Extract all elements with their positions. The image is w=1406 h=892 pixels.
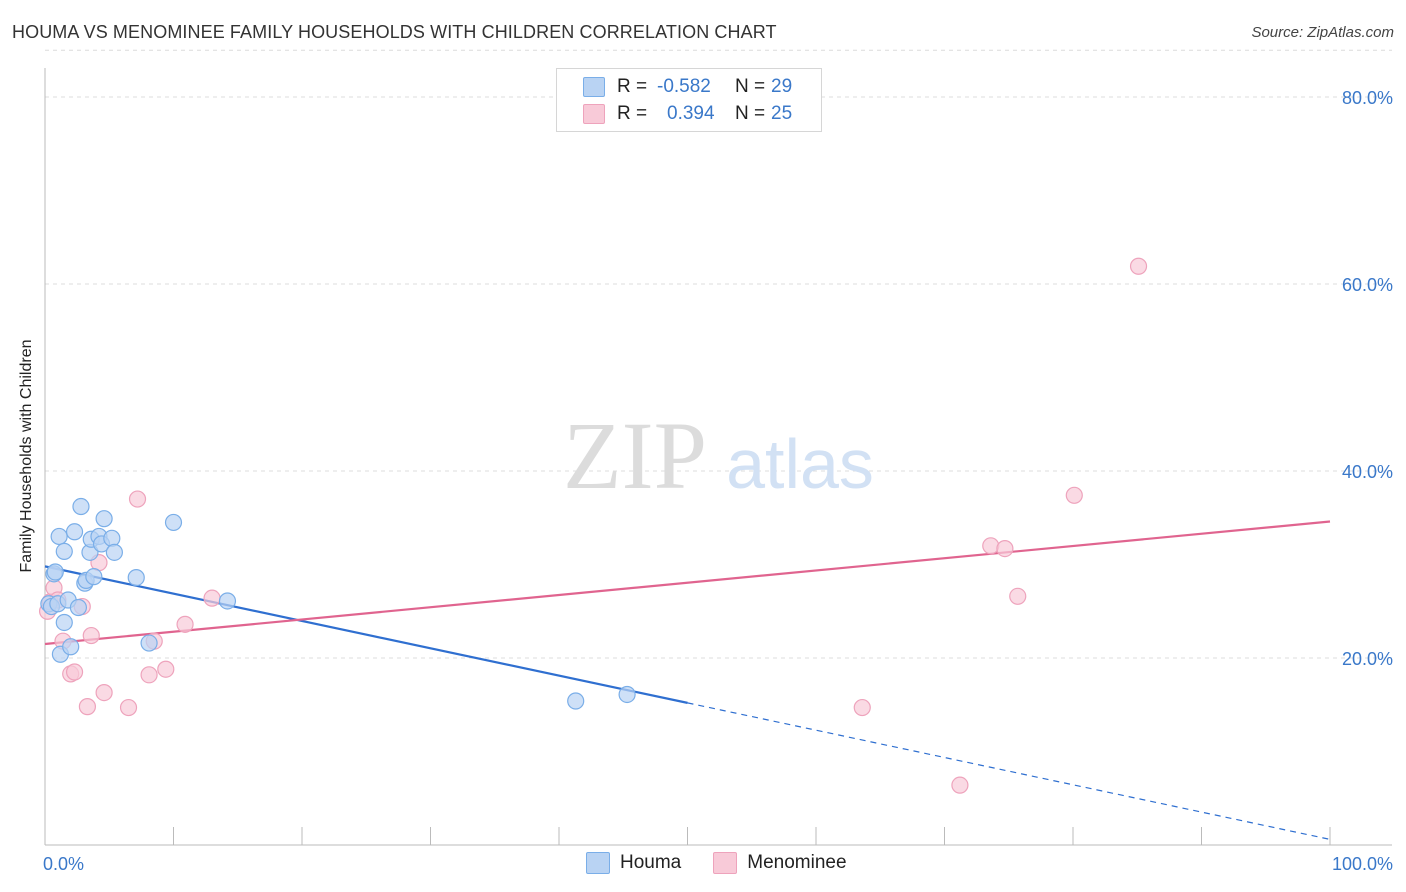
- menominee-point[interactable]: [853, 698, 871, 717]
- trend-lines: [44, 520, 1331, 840]
- axes: [44, 68, 1392, 846]
- menominee-point[interactable]: [95, 683, 113, 702]
- menominee-point[interactable]: [78, 698, 97, 716]
- houma-legend-label: Houma: [620, 852, 682, 873]
- watermark: ZIP atlas: [563, 402, 874, 509]
- y-tick-label: 40.0%: [1342, 462, 1393, 482]
- r-label: R =: [617, 76, 648, 97]
- houma-point[interactable]: [69, 598, 88, 617]
- houma-point[interactable]: [55, 613, 73, 632]
- n-label: N =: [735, 103, 766, 124]
- x-tick-label-max: 100.0%: [1332, 854, 1393, 874]
- r-label: R =: [617, 103, 648, 124]
- menominee-point[interactable]: [176, 615, 194, 633]
- houma-point[interactable]: [46, 563, 64, 581]
- menominee-point[interactable]: [203, 589, 221, 607]
- series-legend: Houma Menominee: [586, 852, 879, 874]
- houma-point[interactable]: [50, 527, 68, 546]
- houma-point[interactable]: [85, 568, 103, 586]
- menominee-point[interactable]: [1129, 257, 1148, 275]
- menominee-legend-swatch: [713, 852, 738, 874]
- houma-point[interactable]: [567, 692, 585, 710]
- houma-point[interactable]: [105, 543, 123, 561]
- houma-point[interactable]: [72, 497, 90, 516]
- watermark-atlas: atlas: [726, 425, 874, 503]
- houma-point[interactable]: [55, 542, 73, 561]
- houma-trend-extension: [687, 702, 1331, 840]
- y-tick-label: 20.0%: [1342, 649, 1393, 669]
- watermark-zip: ZIP: [563, 402, 707, 509]
- y-axis-label: Family Households with Children: [18, 339, 35, 573]
- chart-title: HOUMA VS MENOMINEE FAMILY HOUSEHOLDS WIT…: [12, 22, 777, 42]
- houma-point[interactable]: [95, 510, 113, 528]
- menominee-point[interactable]: [951, 776, 969, 794]
- gridlines: [45, 49, 1392, 659]
- houma-point[interactable]: [127, 568, 145, 587]
- menominee-point[interactable]: [128, 490, 147, 508]
- houma-point[interactable]: [618, 685, 636, 704]
- houma-point[interactable]: [62, 638, 80, 656]
- menominee-point[interactable]: [157, 660, 175, 678]
- menominee-trend-line: [44, 520, 1331, 646]
- menominee-point[interactable]: [140, 666, 158, 684]
- menominee-point[interactable]: [65, 663, 84, 681]
- houma-point[interactable]: [164, 513, 183, 532]
- houma-point[interactable]: [218, 592, 237, 610]
- menominee-r-value: 0.394: [667, 103, 715, 124]
- correlation-legend: R = -0.582 N = 29 R = 0.394 N = 25: [556, 68, 822, 132]
- menominee-point[interactable]: [982, 537, 1000, 555]
- legend-row-menominee: R = 0.394 N = 25: [583, 100, 792, 128]
- houma-point[interactable]: [103, 529, 121, 547]
- y-tick-label: 60.0%: [1342, 275, 1393, 295]
- x-tick-label-min: 0.0%: [43, 854, 84, 874]
- houma-point[interactable]: [65, 523, 84, 541]
- menominee-swatch: [583, 104, 605, 124]
- houma-point[interactable]: [140, 634, 158, 652]
- menominee-point[interactable]: [119, 698, 138, 717]
- menominee-point[interactable]: [1009, 587, 1027, 605]
- legend-row-houma: R = -0.582 N = 29: [583, 73, 792, 101]
- menominee-n-value: 25: [771, 103, 793, 124]
- houma-trend-line: [44, 565, 688, 704]
- houma-n-value: 29: [771, 76, 793, 97]
- tick-labels: 20.0% 40.0% 60.0% 80.0% 0.0% 100.0%: [43, 88, 1393, 874]
- n-label: N =: [735, 76, 766, 97]
- data-points: [38, 257, 1148, 794]
- menominee-point[interactable]: [82, 626, 100, 645]
- houma-swatch: [583, 77, 605, 97]
- houma-r-value: -0.582: [657, 76, 711, 97]
- source-label: Source: ZipAtlas.com: [1251, 24, 1394, 41]
- legend-item-houma[interactable]: Houma: [586, 852, 681, 874]
- legend-item-menominee[interactable]: Menominee: [713, 852, 847, 874]
- y-tick-label: 80.0%: [1342, 88, 1393, 108]
- menominee-point[interactable]: [996, 540, 1014, 558]
- menominee-point[interactable]: [1065, 486, 1083, 504]
- houma-legend-swatch: [586, 852, 610, 874]
- menominee-legend-label: Menominee: [747, 852, 847, 873]
